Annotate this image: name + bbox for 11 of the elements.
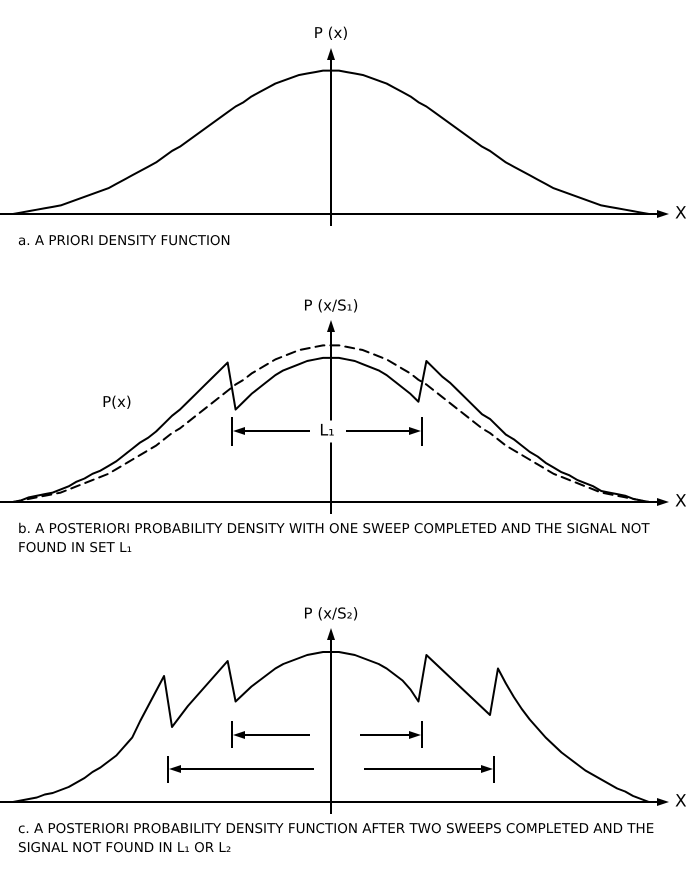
text: P(x) [102, 393, 132, 412]
x-axis-title: X [675, 203, 687, 224]
annotation: L₁ [319, 420, 335, 440]
x-axis-title: X [675, 491, 687, 512]
y-axis-title: P (x) [314, 24, 348, 42]
text: b. A POSTERIORI PROBABILITY DENSITY WITH ONE SWEEP COMPLETED AND THE SIGNAL NOT FOUND IN SET L₁ [17, 520, 651, 558]
text: c. A POSTERIORI PROBABILITY DENSITY FUNCTION AFTER TWO SWEEPS COMPLETED AND THE SIGNAL NOT FOUND IN L₁ OR L₂ [17, 820, 656, 858]
y-axis-title: P (x/S₂) [304, 604, 358, 622]
text: a. A PRIORI DENSITY FUNCTION [17, 232, 232, 251]
y-axis-title: P (x/S₁) [304, 296, 358, 315]
x-axis-title: X [675, 791, 687, 812]
